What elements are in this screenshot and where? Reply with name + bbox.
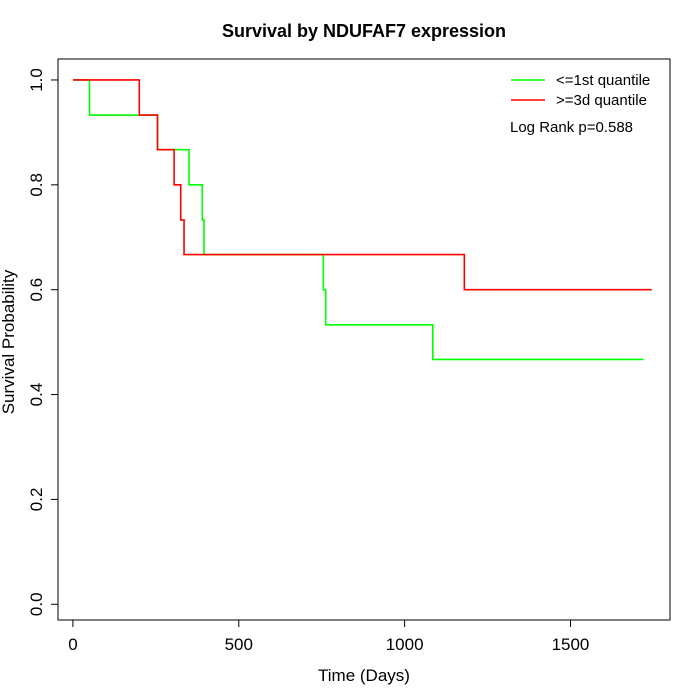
y-tick-label: 0.2 <box>27 488 46 512</box>
y-tick-label: 0.8 <box>27 173 46 197</box>
chart-title: Survival by NDUFAF7 expression <box>222 21 506 41</box>
x-axis: 0 500 1000 1500 <box>68 619 590 654</box>
x-axis-label: Time (Days) <box>318 666 410 685</box>
x-tick-label: 1000 <box>386 635 424 654</box>
series-layer <box>72 79 652 361</box>
log-rank-annotation: Log Rank p=0.588 <box>510 119 633 136</box>
y-tick-label: 0.0 <box>27 592 46 616</box>
series-line-2 <box>72 79 652 291</box>
y-tick-label: 0.6 <box>27 278 46 302</box>
plot-frame <box>57 58 671 621</box>
legend-label-1: <=1st quantile <box>556 72 650 89</box>
y-axis-label: Survival Probability <box>0 269 18 414</box>
y-tick-label: 0.4 <box>27 383 46 407</box>
legend-label-2: >=3d quantile <box>556 92 647 109</box>
x-tick-label: 0 <box>68 635 77 654</box>
y-tick-label: 1.0 <box>27 68 46 92</box>
legend: <=1st quantile >=3d quantile <box>511 72 650 109</box>
x-tick-label: 500 <box>225 635 253 654</box>
y-axis: 0.0 0.2 0.4 0.6 0.8 1.0 <box>27 68 59 616</box>
x-tick-label: 1500 <box>552 635 590 654</box>
